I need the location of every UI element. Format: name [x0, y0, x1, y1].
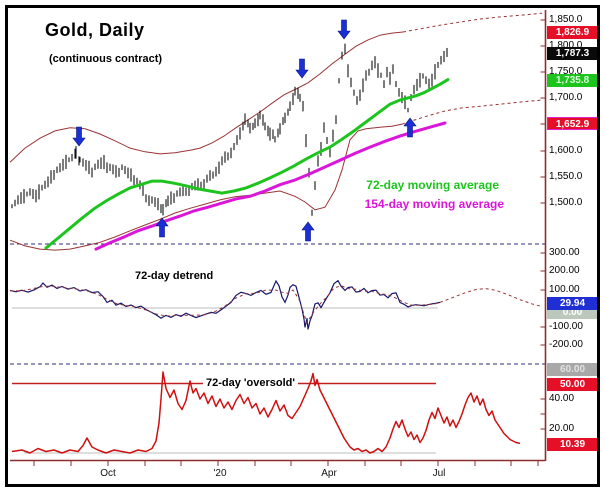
- page-title: Gold, Daily: [45, 20, 145, 40]
- x-axis-label: '20: [213, 468, 227, 479]
- price-badge: 1,826.9: [547, 25, 598, 39]
- x-axis-label: Oct: [100, 468, 116, 479]
- y-axis-main-label: 1,800.0: [549, 40, 583, 51]
- oversold-panel-label: 72-day 'oversold': [203, 377, 298, 389]
- x-axis-label: Jul: [432, 468, 446, 479]
- legend-ma154: 154-day moving average: [364, 197, 504, 211]
- oscillator-badge: 50.00: [547, 377, 598, 391]
- y-axis-main-label: 1,850.0: [549, 14, 583, 25]
- up-arrow-icon: [301, 221, 315, 242]
- down-arrow-icon: [72, 126, 86, 147]
- price-badge: 1,735.8: [547, 73, 598, 87]
- y-axis-mid-label: 300.00: [549, 247, 580, 258]
- price-badge: 1,787.3: [547, 46, 598, 60]
- y-axis-main-label: 1,550.0: [549, 171, 583, 182]
- y-axis-main-label: 1,700.0: [549, 92, 583, 103]
- detrend-badge: 29.94: [547, 296, 598, 310]
- y-axis-mid-label: 200.00: [549, 265, 580, 276]
- y-axis-mid-label: -100.00: [549, 321, 583, 332]
- y-axis-bot-label: 40.00: [549, 393, 575, 404]
- up-arrow-icon: [403, 117, 417, 138]
- detrend-panel-label: 72-day detrend: [135, 270, 214, 282]
- page-subtitle: (continuous contract): [49, 53, 163, 65]
- price-badge: 1,652.9: [547, 116, 598, 130]
- up-arrow-icon: [155, 217, 169, 238]
- y-axis-main-label: 1,500.0: [549, 197, 583, 208]
- legend-ma72: 72-day moving average: [366, 178, 499, 192]
- y-axis-mid-label: -200.00: [549, 339, 583, 350]
- x-axis-label: Apr: [321, 468, 337, 479]
- down-arrow-icon: [295, 58, 309, 79]
- oscillator-badge: 60.00: [547, 362, 598, 376]
- down-arrow-icon: [337, 19, 351, 40]
- y-axis-main-label: 1,600.0: [549, 145, 583, 156]
- y-axis-main-label: 1,750.0: [549, 66, 583, 77]
- y-axis-mid-label: 100.00: [549, 284, 580, 295]
- y-axis-bot-label: 20.00: [549, 423, 575, 434]
- oscillator-badge: 10.39: [547, 437, 598, 451]
